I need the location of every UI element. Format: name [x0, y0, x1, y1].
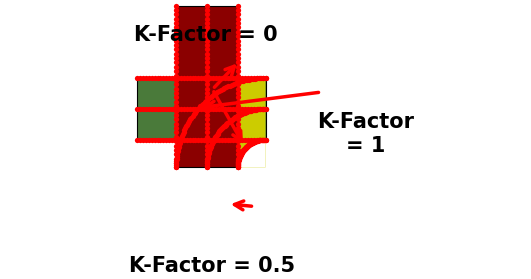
Bar — [137, 78, 266, 140]
Text: K-Factor
= 1: K-Factor = 1 — [318, 112, 414, 155]
Bar — [176, 6, 237, 167]
Wedge shape — [176, 78, 266, 167]
Text: K-Factor = 0.5: K-Factor = 0.5 — [130, 256, 296, 276]
Text: K-Factor = 0: K-Factor = 0 — [134, 25, 278, 45]
Wedge shape — [237, 140, 266, 167]
